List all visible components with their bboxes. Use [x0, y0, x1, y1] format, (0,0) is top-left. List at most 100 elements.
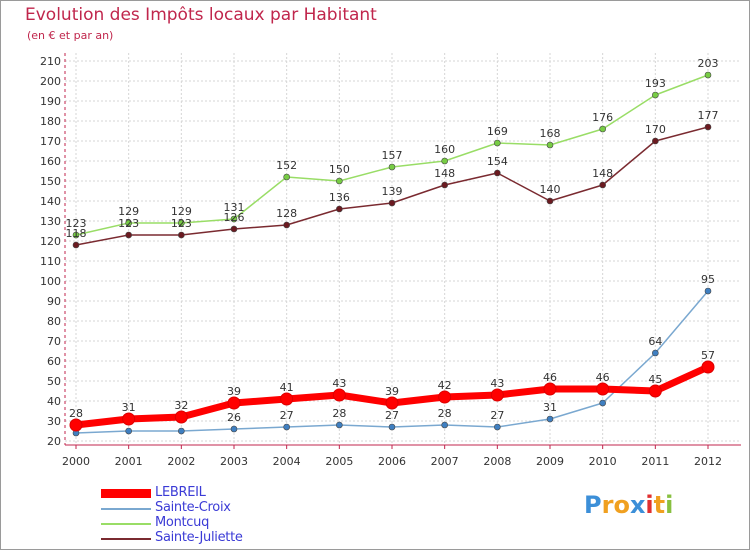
data-label: 154 — [487, 155, 508, 168]
y-tick-label: 140 — [40, 195, 61, 208]
logo-letter: o — [613, 491, 630, 519]
data-label: 126 — [224, 211, 245, 224]
data-label: 168 — [540, 127, 561, 140]
data-point — [652, 137, 659, 145]
data-label: 170 — [645, 123, 666, 136]
data-label: 39 — [385, 385, 399, 398]
data-point — [230, 215, 238, 223]
y-tick-label: 120 — [40, 235, 61, 248]
data-label: 45 — [648, 373, 662, 386]
data-label: 136 — [329, 191, 350, 204]
data-label: 64 — [648, 335, 662, 348]
data-point — [332, 388, 346, 402]
data-point — [599, 399, 606, 407]
y-tick-label: 200 — [40, 75, 61, 88]
data-point — [388, 163, 396, 171]
data-label: 160 — [434, 143, 455, 156]
data-point — [122, 412, 136, 426]
data-point — [178, 427, 185, 435]
legend-swatch — [101, 523, 151, 525]
data-label: 177 — [698, 109, 719, 122]
data-point — [494, 423, 501, 431]
y-tick-label: 100 — [40, 275, 61, 288]
data-label: 140 — [540, 183, 561, 196]
logo-letter: t — [653, 491, 666, 519]
data-point — [388, 423, 396, 431]
x-tick-label: 2003 — [220, 455, 248, 468]
data-point — [283, 423, 290, 431]
logo-letter: i — [665, 491, 674, 519]
data-point — [599, 181, 606, 189]
y-tick-label: 190 — [40, 95, 61, 108]
data-point — [704, 123, 712, 131]
data-point — [178, 231, 185, 239]
data-point — [652, 91, 659, 99]
data-point — [546, 415, 554, 423]
proxiti-logo: Proxiti — [584, 491, 673, 519]
legend-swatch — [101, 538, 151, 540]
data-point — [543, 382, 557, 396]
y-tick-label: 40 — [47, 395, 61, 408]
data-label: 28 — [332, 407, 346, 420]
y-tick-label: 90 — [47, 295, 61, 308]
data-label: 31 — [122, 401, 136, 414]
data-point — [280, 392, 294, 406]
data-label: 129 — [118, 205, 139, 218]
legend-swatch — [101, 508, 151, 510]
data-label: 41 — [280, 381, 294, 394]
x-tick-label: 2005 — [325, 455, 353, 468]
data-point — [72, 241, 80, 249]
data-label: 95 — [701, 273, 715, 286]
data-point — [596, 382, 610, 396]
y-tick-label: 70 — [47, 335, 61, 348]
data-point — [125, 219, 132, 227]
data-label: 28 — [69, 407, 83, 420]
data-point — [546, 141, 554, 149]
data-point — [494, 139, 501, 147]
data-label: 123 — [171, 217, 192, 230]
x-tick-label: 2000 — [62, 455, 90, 468]
y-tick-label: 110 — [40, 255, 61, 268]
data-label: 193 — [645, 77, 666, 90]
x-tick-label: 2010 — [589, 455, 617, 468]
data-label: 131 — [224, 201, 245, 214]
legend-label: LEBREIL — [155, 485, 206, 500]
data-label: 123 — [66, 217, 87, 230]
data-point — [385, 396, 399, 410]
y-tick-label: 20 — [47, 435, 61, 448]
data-point — [283, 221, 290, 229]
data-label: 46 — [543, 371, 557, 384]
data-label: 57 — [701, 349, 715, 362]
data-point — [441, 157, 448, 165]
data-point — [178, 219, 185, 227]
x-tick-label: 2009 — [536, 455, 564, 468]
data-point — [174, 410, 188, 424]
y-tick-label: 160 — [40, 155, 61, 168]
data-point — [599, 125, 606, 133]
chart-title: Evolution des Impôts locaux par Habitant — [25, 5, 377, 25]
data-point — [704, 287, 712, 295]
logo-letter: r — [601, 491, 614, 519]
data-point — [227, 396, 241, 410]
data-label: 31 — [543, 401, 557, 414]
chart-subtitle: (en € et par an) — [27, 29, 114, 42]
y-tick-label: 60 — [47, 355, 61, 368]
data-label: 118 — [66, 227, 87, 240]
x-tick-label: 2007 — [431, 455, 459, 468]
logo-letter: i — [645, 491, 654, 519]
data-label: 152 — [276, 159, 297, 172]
data-point — [388, 199, 396, 207]
data-label: 43 — [490, 377, 504, 390]
data-label: 43 — [332, 377, 346, 390]
data-point — [125, 231, 132, 239]
data-label: 139 — [382, 185, 403, 198]
legend-label: Sainte-Juliette — [155, 530, 243, 545]
data-label: 148 — [592, 167, 613, 180]
data-label: 42 — [438, 379, 452, 392]
x-tick-label: 2011 — [641, 455, 669, 468]
legend-label: Montcuq — [155, 515, 210, 530]
x-tick-label: 2001 — [115, 455, 143, 468]
data-point — [652, 349, 659, 357]
